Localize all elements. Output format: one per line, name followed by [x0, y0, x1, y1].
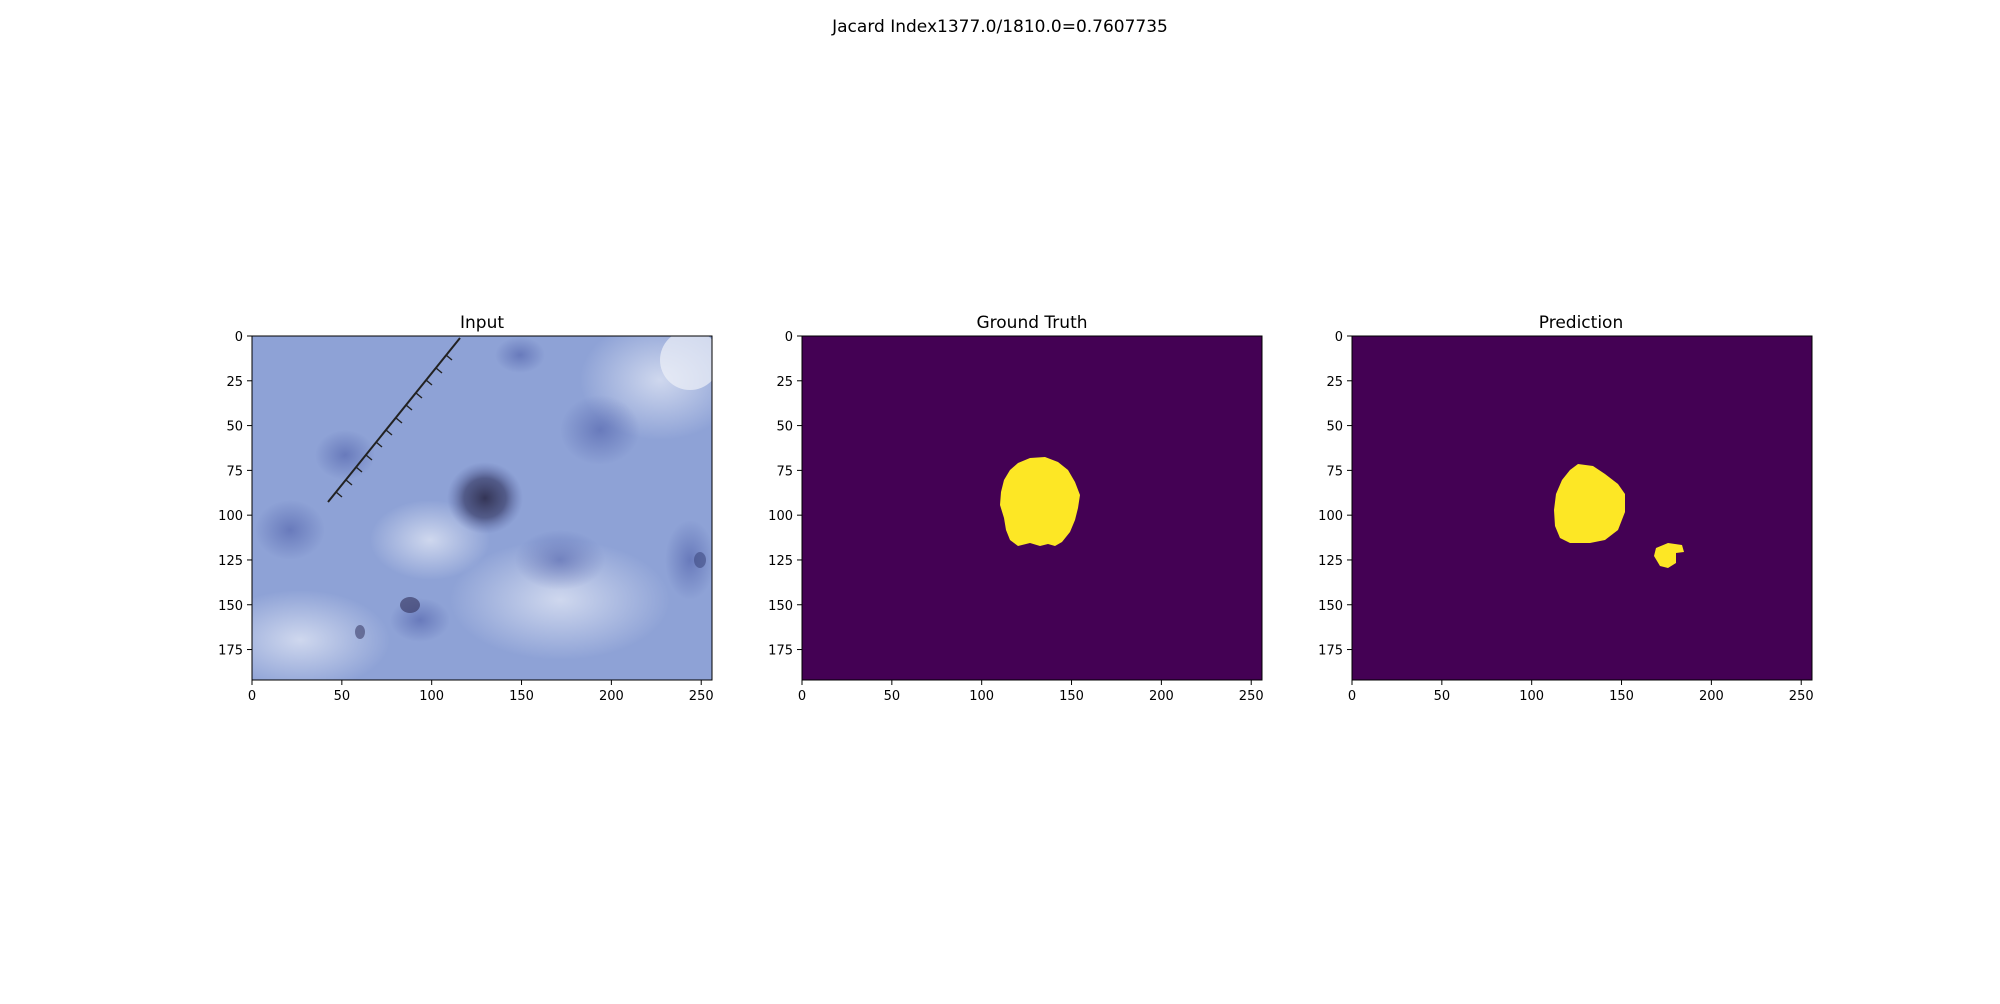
- x-tick-label: 150: [509, 689, 534, 704]
- y-tick-label: 100: [218, 509, 243, 524]
- panel-ground-truth-axes: 0 50 100 150 200 250 0 25 50 75 100 125 150 175: [768, 330, 1263, 704]
- x-tick-label: 200: [1699, 689, 1724, 704]
- x-tick-label: 50: [884, 689, 901, 704]
- ground-truth-lesion-mask: [1000, 457, 1080, 546]
- panel-input: Input: [218, 313, 713, 704]
- y-tick-label: 50: [776, 420, 793, 435]
- y-tick-label: 50: [1326, 420, 1343, 435]
- input-dermoscopy-image: [252, 336, 712, 680]
- y-tick-label: 125: [1318, 554, 1343, 569]
- y-tick-label: 100: [1318, 509, 1343, 524]
- x-tick-label: 200: [1149, 689, 1174, 704]
- panel-ground-truth-title: Ground Truth: [976, 313, 1087, 333]
- x-tick-label: 150: [1059, 689, 1084, 704]
- panel-input-axes: 0 50 100 150 200 250 0 25 50 75 100 125 150 175: [218, 330, 713, 704]
- x-tick-label: 0: [1348, 689, 1356, 704]
- y-tick-label: 0: [785, 330, 793, 345]
- y-tick-label: 175: [218, 644, 243, 659]
- x-tick-label: 150: [1609, 689, 1634, 704]
- x-tick-label: 0: [798, 689, 806, 704]
- y-tick-label: 0: [1335, 330, 1343, 345]
- y-tick-label: 0: [235, 330, 243, 345]
- x-tick-label: 250: [689, 689, 714, 704]
- x-tick-label: 100: [1519, 689, 1544, 704]
- panel-ground-truth: Ground Truth 0 50 100 150 200 250 0 25 50 75 100 12…: [768, 313, 1263, 704]
- y-tick-label: 150: [768, 599, 793, 614]
- y-tick-label: 50: [226, 420, 243, 435]
- y-tick-label: 125: [218, 554, 243, 569]
- y-tick-label: 75: [1326, 464, 1343, 479]
- panel-prediction: Prediction 0 50 100 150 200 250 0 25 50 75 100 125 1…: [1318, 313, 1813, 704]
- x-tick-label: 0: [248, 689, 256, 704]
- panel-prediction-title: Prediction: [1539, 313, 1623, 333]
- x-tick-label: 100: [419, 689, 444, 704]
- y-tick-label: 75: [226, 464, 243, 479]
- prediction-secondary-blob-mask: [1654, 543, 1684, 568]
- x-tick-label: 250: [1789, 689, 1814, 704]
- y-tick-label: 175: [768, 644, 793, 659]
- x-tick-label: 50: [1434, 689, 1451, 704]
- x-tick-label: 50: [334, 689, 351, 704]
- panel-prediction-axes: 0 50 100 150 200 250 0 25 50 75 100 125 150 175: [1318, 330, 1813, 704]
- y-tick-label: 25: [776, 375, 793, 390]
- y-tick-label: 150: [1318, 599, 1343, 614]
- y-tick-label: 150: [218, 599, 243, 614]
- x-tick-label: 250: [1239, 689, 1264, 704]
- y-tick-label: 100: [768, 509, 793, 524]
- y-tick-label: 25: [1326, 375, 1343, 390]
- y-tick-label: 25: [226, 375, 243, 390]
- y-tick-label: 75: [776, 464, 793, 479]
- figure-suptitle: Jacard Index1377.0/1810.0=0.7607735: [832, 17, 1168, 37]
- panel-input-title: Input: [460, 313, 504, 333]
- x-tick-label: 200: [599, 689, 624, 704]
- y-tick-label: 175: [1318, 644, 1343, 659]
- prediction-main-lesion-mask: [1554, 464, 1625, 543]
- x-tick-label: 100: [969, 689, 994, 704]
- y-tick-label: 125: [768, 554, 793, 569]
